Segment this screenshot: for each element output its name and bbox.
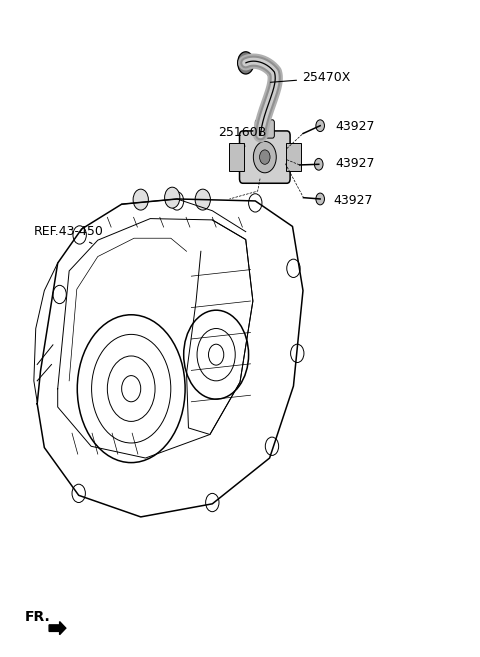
Text: 43927: 43927 xyxy=(336,120,375,133)
Text: 43927: 43927 xyxy=(336,157,375,170)
Circle shape xyxy=(241,57,250,69)
FancyBboxPatch shape xyxy=(240,131,290,183)
Circle shape xyxy=(260,150,270,164)
Text: 43927: 43927 xyxy=(333,194,372,208)
Text: 25470X: 25470X xyxy=(270,72,350,85)
Circle shape xyxy=(316,120,324,131)
Circle shape xyxy=(253,141,276,173)
Circle shape xyxy=(314,158,323,170)
FancyBboxPatch shape xyxy=(255,120,275,138)
Circle shape xyxy=(165,187,180,208)
Text: FR.: FR. xyxy=(24,610,50,624)
Circle shape xyxy=(195,189,210,210)
Circle shape xyxy=(316,193,324,205)
Circle shape xyxy=(238,52,254,74)
Circle shape xyxy=(133,189,148,210)
FancyBboxPatch shape xyxy=(286,143,301,171)
Text: REF.43-450: REF.43-450 xyxy=(34,225,104,244)
FancyArrow shape xyxy=(49,622,66,635)
FancyBboxPatch shape xyxy=(228,143,244,171)
Text: 25160B: 25160B xyxy=(218,125,267,147)
